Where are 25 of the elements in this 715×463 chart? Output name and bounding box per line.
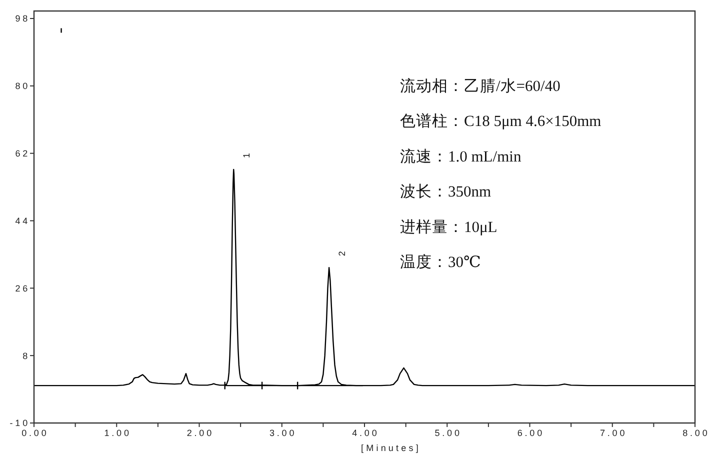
annotation: 1 (242, 152, 252, 158)
annotation: 波长：350nm (400, 182, 492, 201)
x-tick-label: 3.00 (270, 428, 297, 438)
y-tick-label: 8 (22, 350, 30, 361)
annotation: 流速：1.0 mL/min (400, 147, 522, 166)
annotation: 色谱柱：C18 5μm 4.6×150mm (400, 112, 602, 130)
x-tick-label: 5.00 (434, 428, 462, 438)
x-tick-label: 0.00 (22, 428, 49, 438)
annotation: 温度：30℃ (400, 253, 481, 271)
x-tick-label: 7.00 (600, 428, 628, 438)
x-axis-title: [Minutes] (361, 443, 421, 453)
y-tick-label: 62 (15, 148, 30, 159)
y-tick-label: 26 (15, 283, 30, 294)
x-tick-label: 1.00 (104, 428, 132, 438)
y-tick-label: 80 (15, 81, 30, 92)
annotation: 进样量：10μL (400, 218, 498, 236)
y-tick-label: 98 (15, 14, 30, 24)
x-tick-label: 2.00 (186, 428, 214, 438)
y-tick-label: 44 (15, 216, 30, 226)
x-tick-label: 8.00 (682, 428, 710, 438)
y-tick-label: -10 (10, 418, 30, 428)
annotation: 2 (337, 251, 348, 256)
x-tick-label: 6.00 (517, 428, 545, 438)
annotation: 流动相：乙腈/水=60/40 (400, 77, 561, 95)
x-tick-label: 4.00 (352, 428, 380, 438)
